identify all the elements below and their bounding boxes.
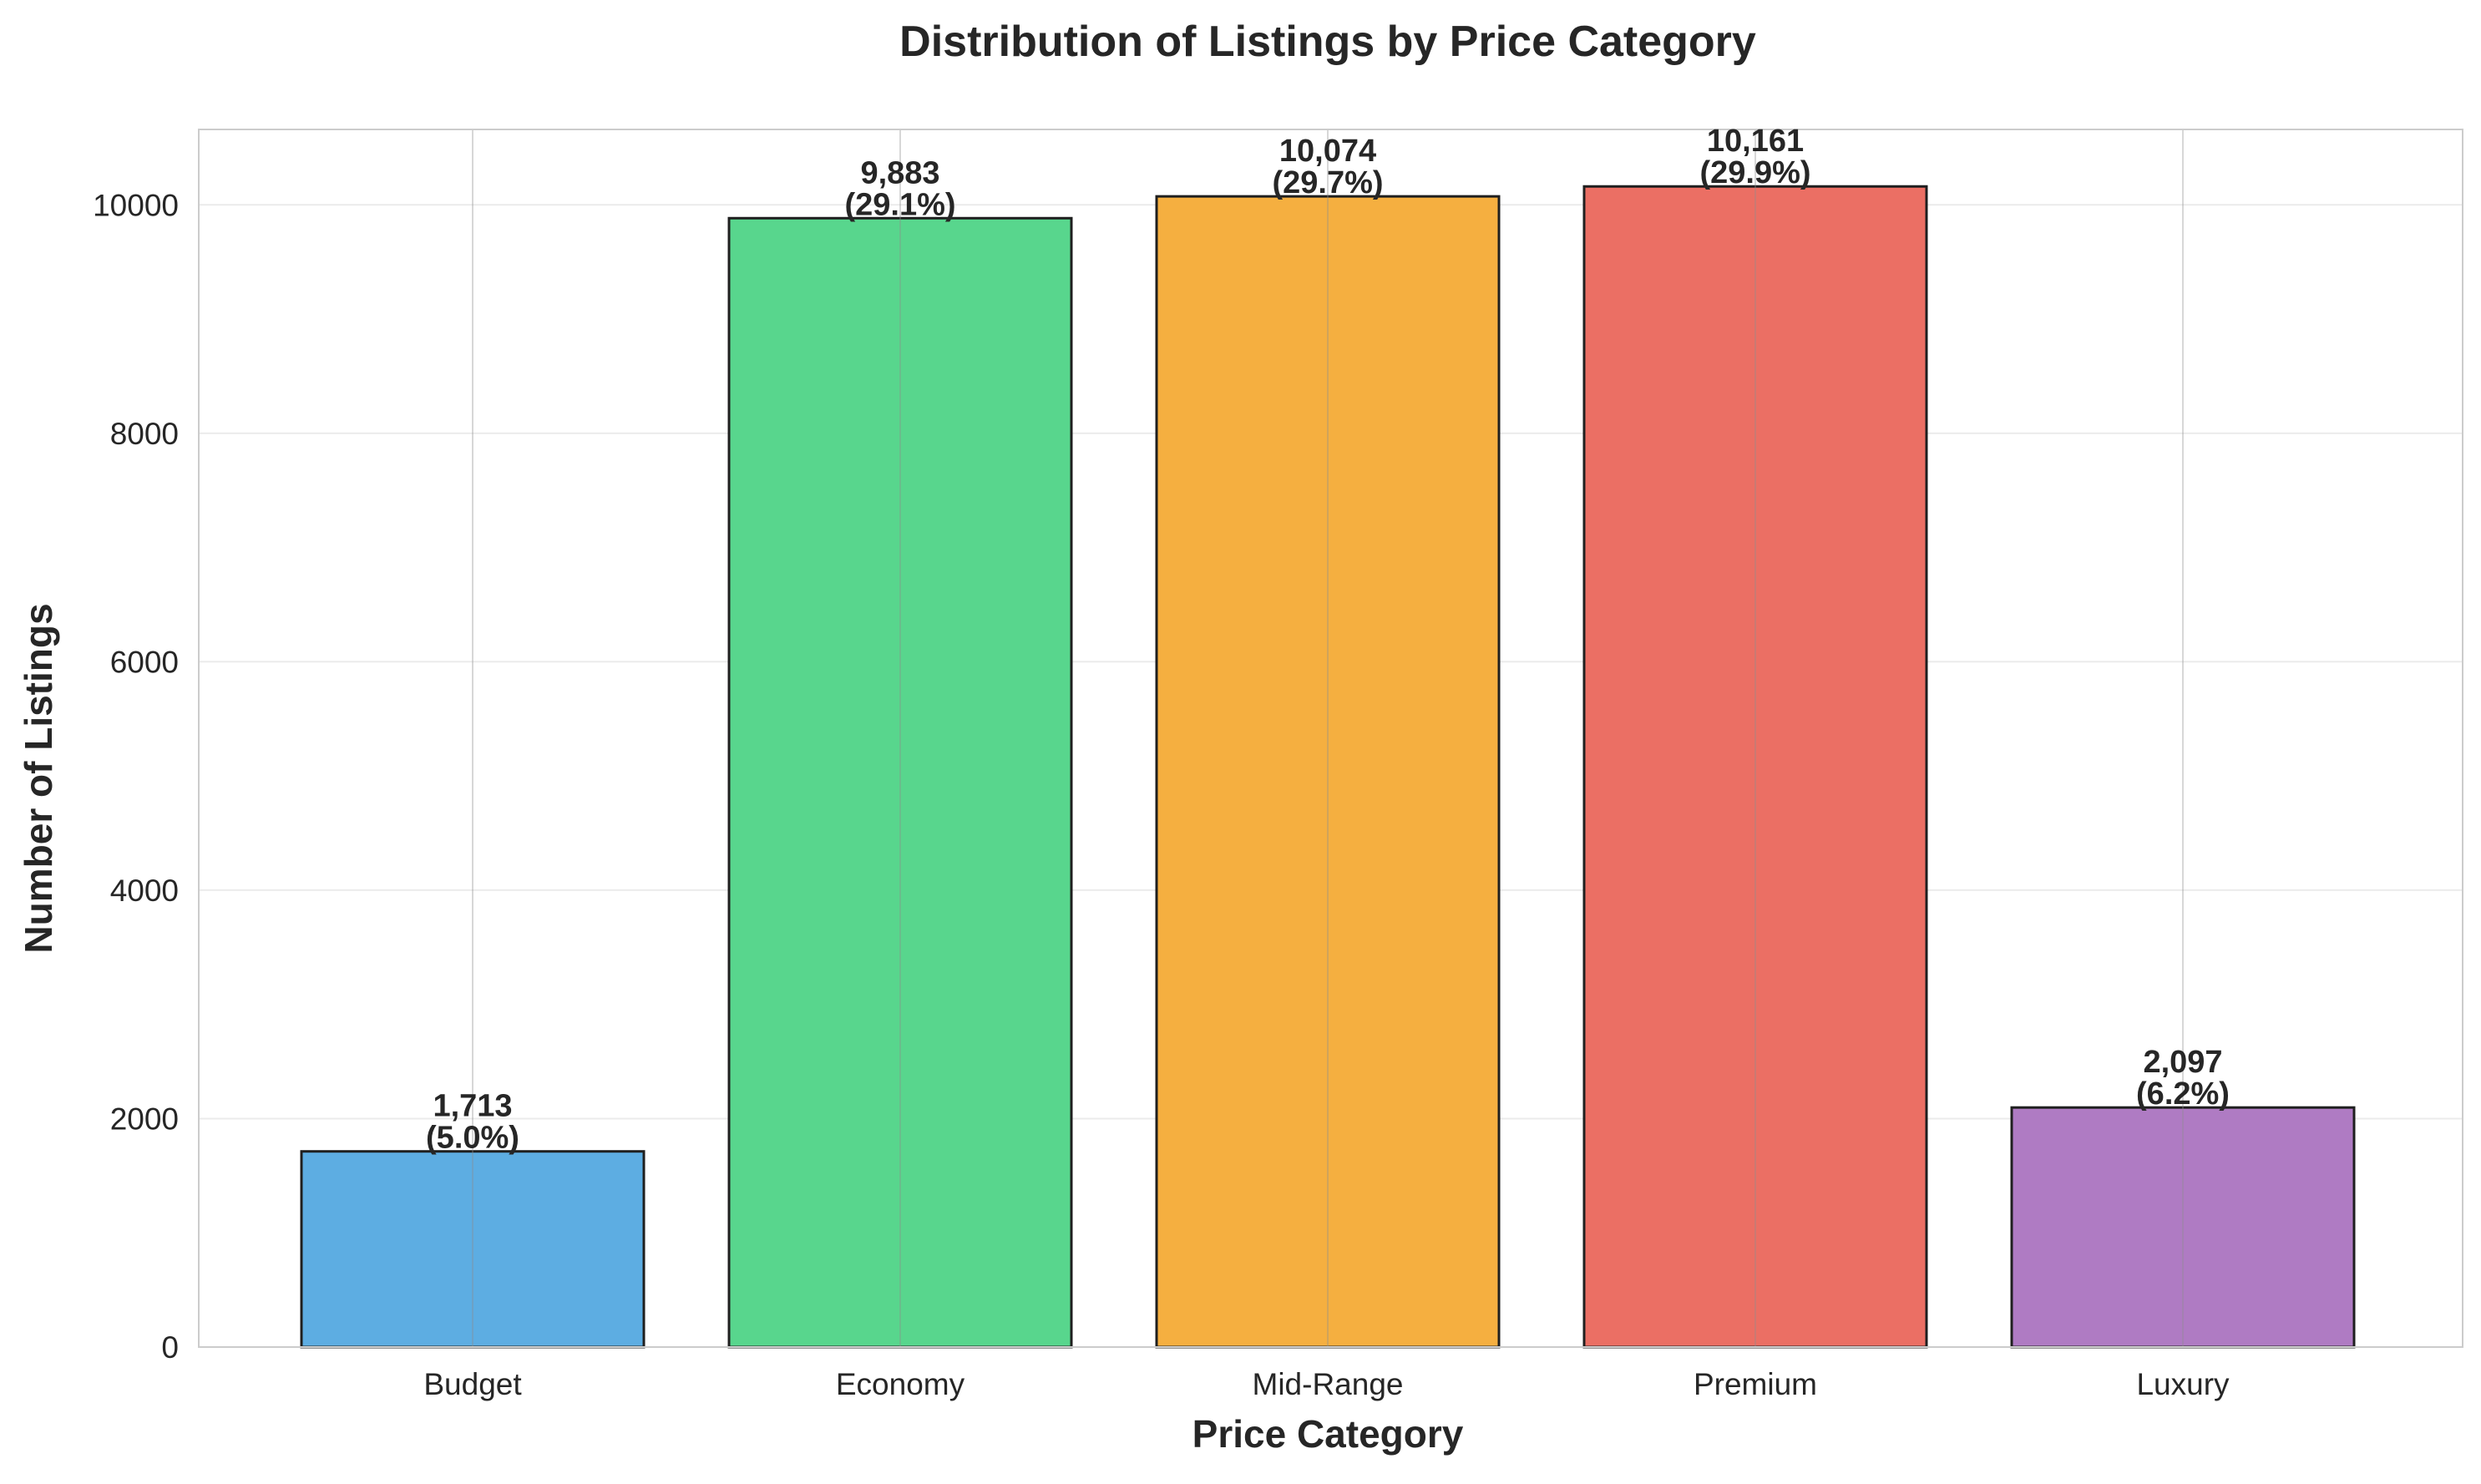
x-tick-label: Economy (836, 1367, 965, 1401)
bar-budget (300, 1150, 646, 1349)
bar-value-label: 1,713 (433, 1089, 512, 1124)
y-axis-ticks: 0 2000 4000 6000 8000 10000 (93, 188, 179, 1365)
y-tick-label: 6000 (110, 645, 179, 679)
x-tick-label: Mid-Range (1253, 1367, 1404, 1401)
x-tick-label: Budget (423, 1367, 522, 1401)
bar-value-label: 10,161 (1707, 124, 1804, 159)
bars (300, 185, 2356, 1349)
y-tick-label: 2000 (110, 1102, 179, 1136)
bar-value-label: 10,074 (1279, 134, 1376, 169)
x-axis-ticks: Budget Economy Mid-Range Premium Luxury (423, 1367, 2230, 1401)
bar-value-label: 9,883 (860, 155, 939, 190)
vertical-grid-lines (472, 129, 2184, 1347)
y-tick-label: 0 (161, 1330, 179, 1365)
y-axis-label: Number of Listings (17, 603, 60, 953)
plot-area-frame (198, 129, 2463, 1348)
y-tick-label: 4000 (110, 874, 179, 908)
bar-percent-label: (29.1%) (844, 187, 955, 222)
bar-economy (727, 216, 1073, 1349)
chart-title: Distribution of Listings by Price Catego… (899, 18, 1756, 66)
x-axis-label: Price Category (1192, 1412, 1464, 1456)
bar-percent-label: (29.7%) (1272, 165, 1383, 200)
y-tick-label: 8000 (110, 417, 179, 451)
x-tick-label: Luxury (2136, 1367, 2230, 1401)
y-tick-label: 10000 (93, 188, 179, 222)
x-tick-label: Premium (1694, 1367, 1817, 1401)
bar-percent-label: (5.0%) (426, 1121, 519, 1156)
data-labels: 1,713(5.0%) 9,883(29.1%) 10,074(29.7%) 10,1… (426, 124, 2230, 1155)
bar-percent-label: (29.9%) (1699, 155, 1810, 190)
bar-percent-label: (6.2%) (2136, 1076, 2230, 1112)
bar-value-label: 2,097 (2143, 1045, 2222, 1080)
bar-premium (1582, 185, 1928, 1349)
